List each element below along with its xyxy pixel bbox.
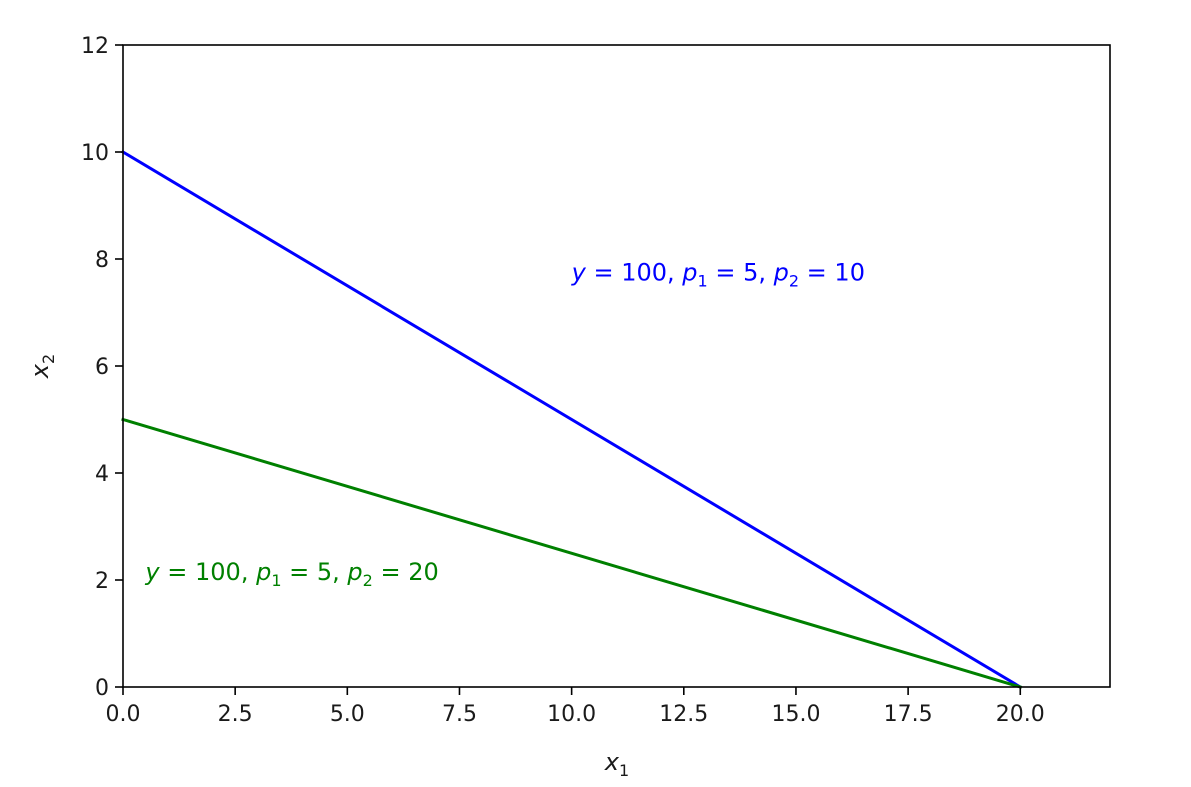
- y-tick-label: 8: [95, 248, 109, 273]
- series-lines: [120, 149, 1023, 690]
- y-axis-label: x2: [26, 354, 58, 379]
- x-tick-label: 17.5: [884, 702, 933, 727]
- y-tick-label: 0: [95, 676, 109, 701]
- x-axis-label: x1: [604, 748, 629, 780]
- annotation-2: y = 100, p1 = 5, p2 = 20: [144, 558, 438, 590]
- x-tick-label: 0.0: [106, 702, 141, 727]
- y-tick-label: 12: [81, 34, 109, 59]
- y-tick-label: 6: [95, 355, 109, 380]
- annotation-1: y = 100, p1 = 5, p2 = 10: [571, 258, 865, 290]
- y-tick-label: 2: [95, 569, 109, 594]
- x-tick-label: 20.0: [996, 702, 1045, 727]
- series-line-2: [121, 417, 1023, 689]
- y-tick-label: 10: [81, 141, 109, 166]
- x-tick-label: 10.0: [547, 702, 596, 727]
- series-line-1: [120, 149, 1023, 690]
- x-tick-label: 2.5: [218, 702, 253, 727]
- plot-area: [123, 45, 1110, 687]
- plot-background: [123, 45, 1110, 687]
- x-tick-label: 5.0: [330, 702, 365, 727]
- y-tick-label: 4: [95, 462, 109, 487]
- x-tick-label: 12.5: [659, 702, 708, 727]
- annotations: y = 100, p1 = 5, p2 = 10 y = 100, p1 = 5,…: [144, 258, 865, 590]
- x-tick-label: 7.5: [442, 702, 477, 727]
- axes: 0.0 2.5 5.0 7.5 10.0 12.5 15.0 17.5 20.0 0 2 4 6 8 10 1…: [81, 34, 1111, 727]
- x-tick-label: 15.0: [771, 702, 820, 727]
